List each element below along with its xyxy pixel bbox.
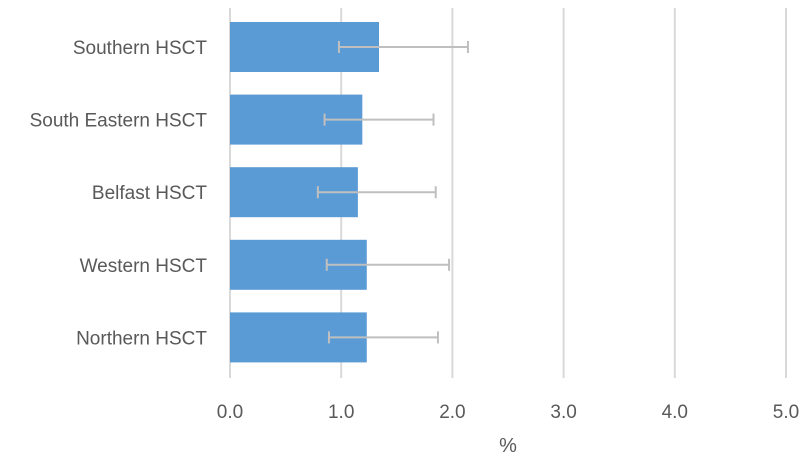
error-bar-2	[316, 186, 437, 199]
category-label: Southern HSCT	[73, 38, 208, 59]
x-tick-label: 5.0	[773, 402, 799, 423]
error-bar-3	[325, 258, 451, 271]
error-bars	[316, 41, 469, 344]
x-tick-label: 1.0	[328, 402, 354, 423]
error-bar-1	[323, 113, 435, 126]
x-tick-label: 0.0	[217, 402, 243, 423]
x-tick-labels: 0.0 1.0 2.0 3.0 4.0 5.0	[217, 402, 799, 423]
error-bar-0	[337, 41, 469, 53]
category-label: South Eastern HSCT	[30, 111, 208, 132]
error-bar-4	[327, 331, 439, 344]
category-label: Western HSCT	[80, 256, 208, 277]
category-labels: Southern HSCT South Eastern HSCT Belfast H…	[30, 38, 208, 349]
category-label: Northern HSCT	[76, 328, 207, 349]
x-tick-label: 2.0	[439, 402, 465, 423]
category-label: Belfast HSCT	[92, 183, 207, 204]
x-axis-title: %	[499, 435, 517, 457]
x-tick-label: 3.0	[550, 402, 576, 423]
x-tick-label: 4.0	[662, 402, 688, 423]
